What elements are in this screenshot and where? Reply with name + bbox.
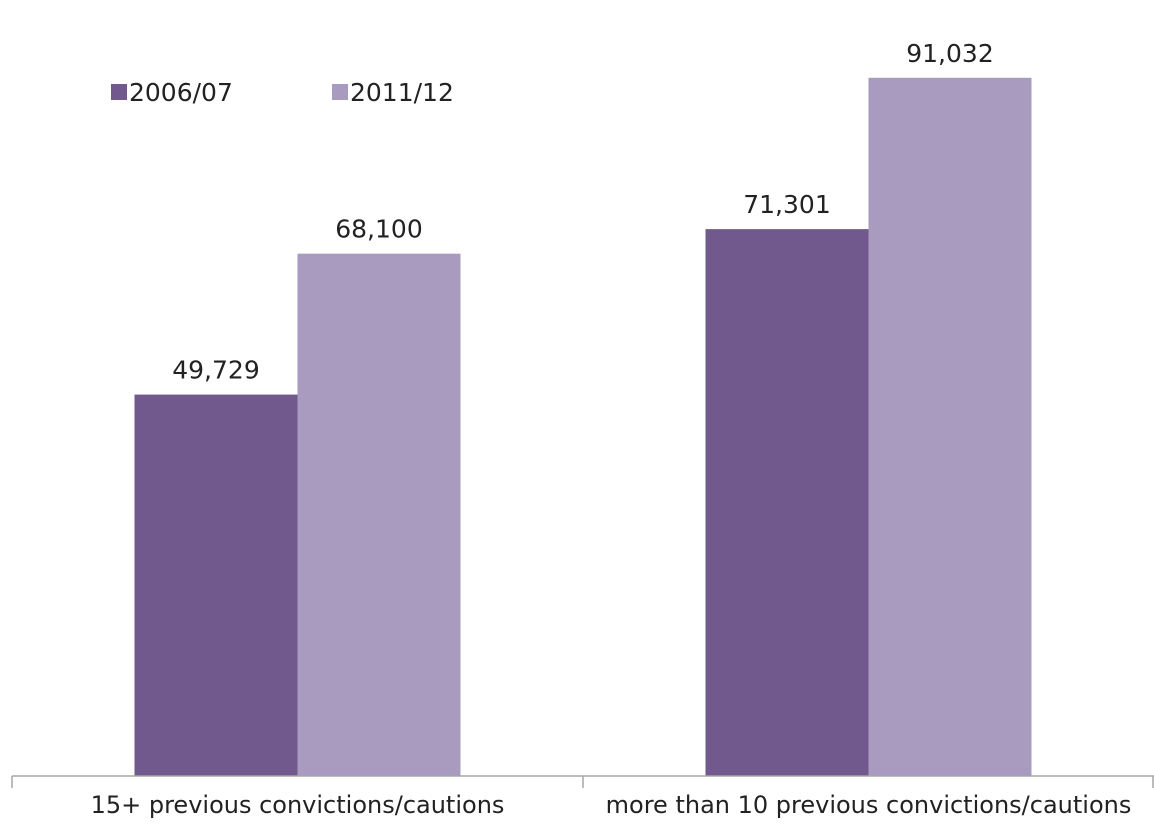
category-label: more than 10 previous convictions/cautio… [606,791,1132,819]
value-labels: 49,729 68,100 71,301 91,032 [172,39,993,385]
category-label: 15+ previous convictions/cautions [91,791,505,819]
category-labels: 15+ previous convictions/cautions more th… [91,791,1132,819]
legend-label: 2006/07 [129,78,233,107]
bar-2006-07-1 [134,394,298,776]
legend-label: 2011/12 [350,78,454,107]
legend-swatch [332,84,348,100]
legend-swatch [111,84,127,100]
bar-group [134,77,1032,777]
bar-2011-12-2 [868,77,1032,777]
data-label: 68,100 [335,215,422,244]
data-label: 91,032 [906,39,993,68]
x-axis [11,775,1154,788]
data-label: 71,301 [743,190,830,219]
bar-2011-12-1 [297,253,461,777]
legend: 2006/07 2011/12 [111,78,454,107]
bar-2006-07-2 [705,229,869,776]
data-label: 49,729 [172,356,259,385]
